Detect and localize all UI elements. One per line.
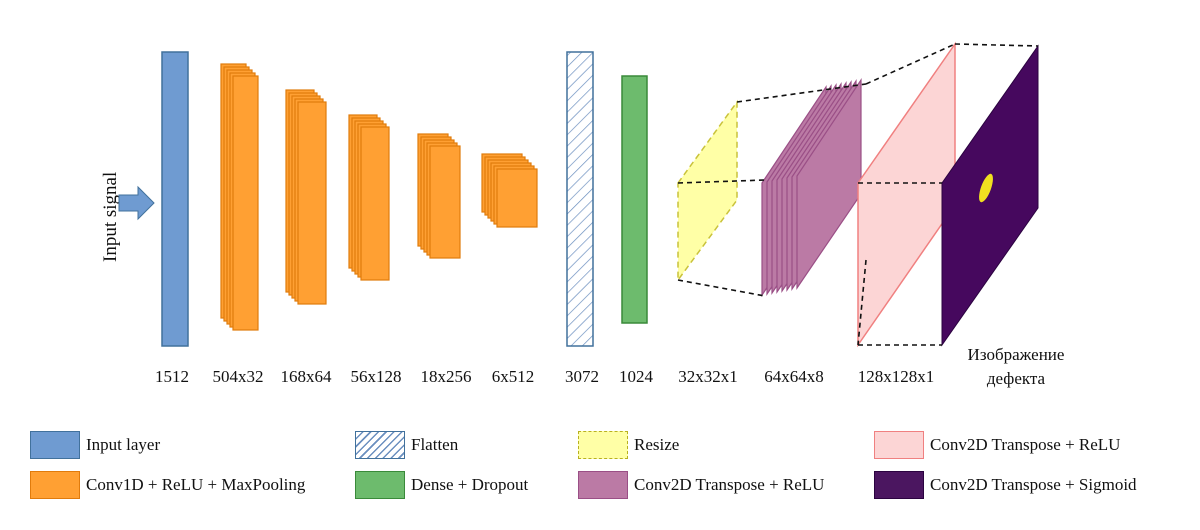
dense-block [621,75,648,324]
legend: Input layer Flatten Resize Conv2D Transp… [0,418,1200,518]
dim-label-resize: 32x32x1 [678,367,738,386]
conv1d-feature-map [232,75,259,331]
deconv-purple-stack [761,78,862,297]
conv1d-stack-2 [285,89,327,305]
legend-label: Flatten [411,435,459,454]
dim-label-conv1: 504x32 [213,367,264,386]
conv1d-feature-map [496,168,538,228]
output-label-line2: дефекта [987,369,1046,388]
dim-label-conv5: 6x512 [492,367,535,386]
conv1d-stack-1 [220,63,259,331]
network-diagram: Input signal 1512 504x32 168x64 56x128 18x25… [100,41,1065,388]
legend-label: Input layer [86,435,161,454]
legend-label: Resize [634,435,680,454]
connector-lines [677,43,1039,346]
legend-item-deconv-sigmoid: Conv2D Transpose + Sigmoid [874,470,1137,500]
deconv-pink-block [857,41,956,348]
legend-label: Conv2D Transpose + Sigmoid [930,475,1137,494]
legend-item-dense: Dense + Dropout [355,470,528,500]
conv1d-feature-map [360,126,390,281]
output-image-block [941,44,1039,347]
dim-label-conv2: 168x64 [281,367,333,386]
legend-item-flatten: Flatten [355,430,458,460]
legend-item-deconv-relu-pink: Conv2D Transpose + ReLU [874,430,1120,460]
legend-label: Conv1D + ReLU + MaxPooling [86,475,306,494]
legend-swatch-dense [355,471,405,499]
legend-swatch-deconv-relu-pink [874,431,924,459]
dim-label-input: 1512 [155,367,189,386]
conv1d-stack-3 [348,114,390,281]
conv1d-stack-4 [417,133,461,259]
legend-label: Dense + Dropout [411,475,529,494]
legend-item-resize: Resize [578,430,679,460]
dim-label-deconv2: 128x128x1 [858,367,935,386]
legend-swatch-resize [578,431,628,459]
output-label-line1: Изображение [968,345,1065,364]
dim-label-conv4: 18x256 [421,367,472,386]
input-layer-block [161,51,189,347]
dim-label-deconv1: 64x64x8 [764,367,824,386]
input-arrow-icon [118,185,155,221]
input-signal-label: Input signal [100,172,121,262]
dim-label-flatten: 3072 [565,367,599,386]
dim-label-dense: 1024 [619,367,654,386]
legend-swatch-conv1d [30,471,80,499]
legend-item-conv1d: Conv1D + ReLU + MaxPooling [30,470,305,500]
legend-swatch-deconv-relu-purple [578,471,628,499]
legend-item-input-layer: Input layer [30,430,160,460]
legend-swatch-input-layer [30,431,80,459]
legend-label: Conv2D Transpose + ReLU [930,435,1121,454]
flatten-block [566,51,594,347]
defect-spot [979,173,993,203]
dim-label-conv3: 56x128 [351,367,402,386]
conv1d-feature-map [297,101,327,305]
conv1d-feature-map [429,145,461,259]
conv1d-stack-5 [481,153,538,228]
legend-swatch-deconv-sigmoid [874,471,924,499]
legend-swatch-flatten [355,431,405,459]
resize-block [677,99,738,283]
legend-item-deconv-relu-purple: Conv2D Transpose + ReLU [578,470,824,500]
legend-label: Conv2D Transpose + ReLU [634,475,825,494]
